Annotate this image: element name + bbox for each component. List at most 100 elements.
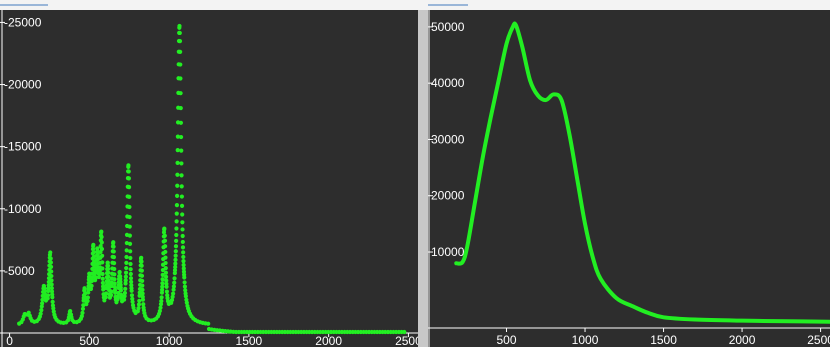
data-point [181,262,186,268]
data-point [141,302,146,307]
data-point [181,259,186,264]
data-point [128,249,133,254]
data-point [85,295,91,300]
data-point [140,283,145,288]
data-point [179,203,185,209]
data-point [100,266,105,271]
data-point [164,289,169,294]
data-point [140,278,145,283]
data-point [111,240,116,245]
data-point [139,263,144,268]
data-point [179,161,184,166]
data-point [123,286,128,291]
data-point [163,274,169,279]
data-point [38,311,43,316]
data-point [175,134,180,139]
data-point [123,278,128,283]
data-point [85,298,90,304]
data-point [179,148,184,153]
data-point [137,293,142,298]
y-tick-label: -20000 [4,78,42,92]
data-point [87,271,92,276]
panel-splitter[interactable] [418,10,428,347]
data-point [140,287,145,292]
data-point [126,163,131,168]
data-point [112,272,117,277]
data-point [50,299,55,304]
tab-indicator-right[interactable] [428,4,468,6]
data-point [130,299,135,304]
data-point [179,173,184,178]
data-point [129,293,135,298]
data-point [126,176,132,181]
data-point [123,281,128,286]
data-point [106,270,111,275]
x-tick-label: 1000 [572,333,599,347]
data-point [128,267,133,272]
data-point [122,297,127,302]
data-point [99,240,104,245]
data-point [163,255,168,260]
x-tick-label: 2500 [807,333,830,347]
data-point [95,246,100,251]
data-point [159,295,164,300]
y-tick-label: -5000 [4,264,35,278]
data-point [91,242,96,248]
data-point [111,244,116,249]
data-point [123,270,129,275]
data-point [82,286,87,291]
data-point [105,260,110,265]
data-point [174,211,179,216]
data-point [123,274,128,279]
data-point [402,329,407,335]
data-point [173,261,178,266]
data-point [174,219,179,224]
data-point [39,304,44,309]
data-point [174,232,179,238]
data-point [180,227,185,232]
data-point [163,249,168,255]
data-point [163,270,169,275]
data-point [180,220,185,225]
x-tick-label: 2500 [395,334,418,347]
data-point [48,250,53,255]
y-tick-label: 20000 [431,189,465,203]
data-point [126,184,132,190]
data-point [163,244,168,249]
data-point [137,298,142,303]
data-point [159,287,165,292]
data-point [127,241,133,246]
data-point [139,259,144,264]
data-point [136,302,142,307]
data-point [46,286,51,291]
data-point [91,250,96,255]
data-point [173,244,179,249]
data-point [99,246,105,252]
data-point [124,254,129,260]
y-tick-label: 50000 [431,20,465,34]
data-point [127,194,132,199]
data-point [96,274,102,280]
data-point [175,183,180,188]
data-point [178,105,183,111]
data-point [172,280,177,285]
data-point [51,306,56,311]
data-point [108,292,114,298]
data-point [112,277,117,282]
data-point [178,49,183,54]
data-point [128,255,133,261]
data-point [42,289,47,294]
data-point [128,276,134,281]
data-point [178,62,183,67]
y-tick-label: 10000 [431,245,465,259]
data-point [112,281,117,286]
data-point [103,294,108,300]
data-point [170,294,175,299]
data-point [177,39,183,44]
data-point [106,274,111,279]
data-point [41,283,46,289]
data-point [49,278,54,283]
tab-indicator-left[interactable] [0,4,48,6]
x-tick-label: 2000 [315,334,342,347]
data-point [181,254,186,260]
